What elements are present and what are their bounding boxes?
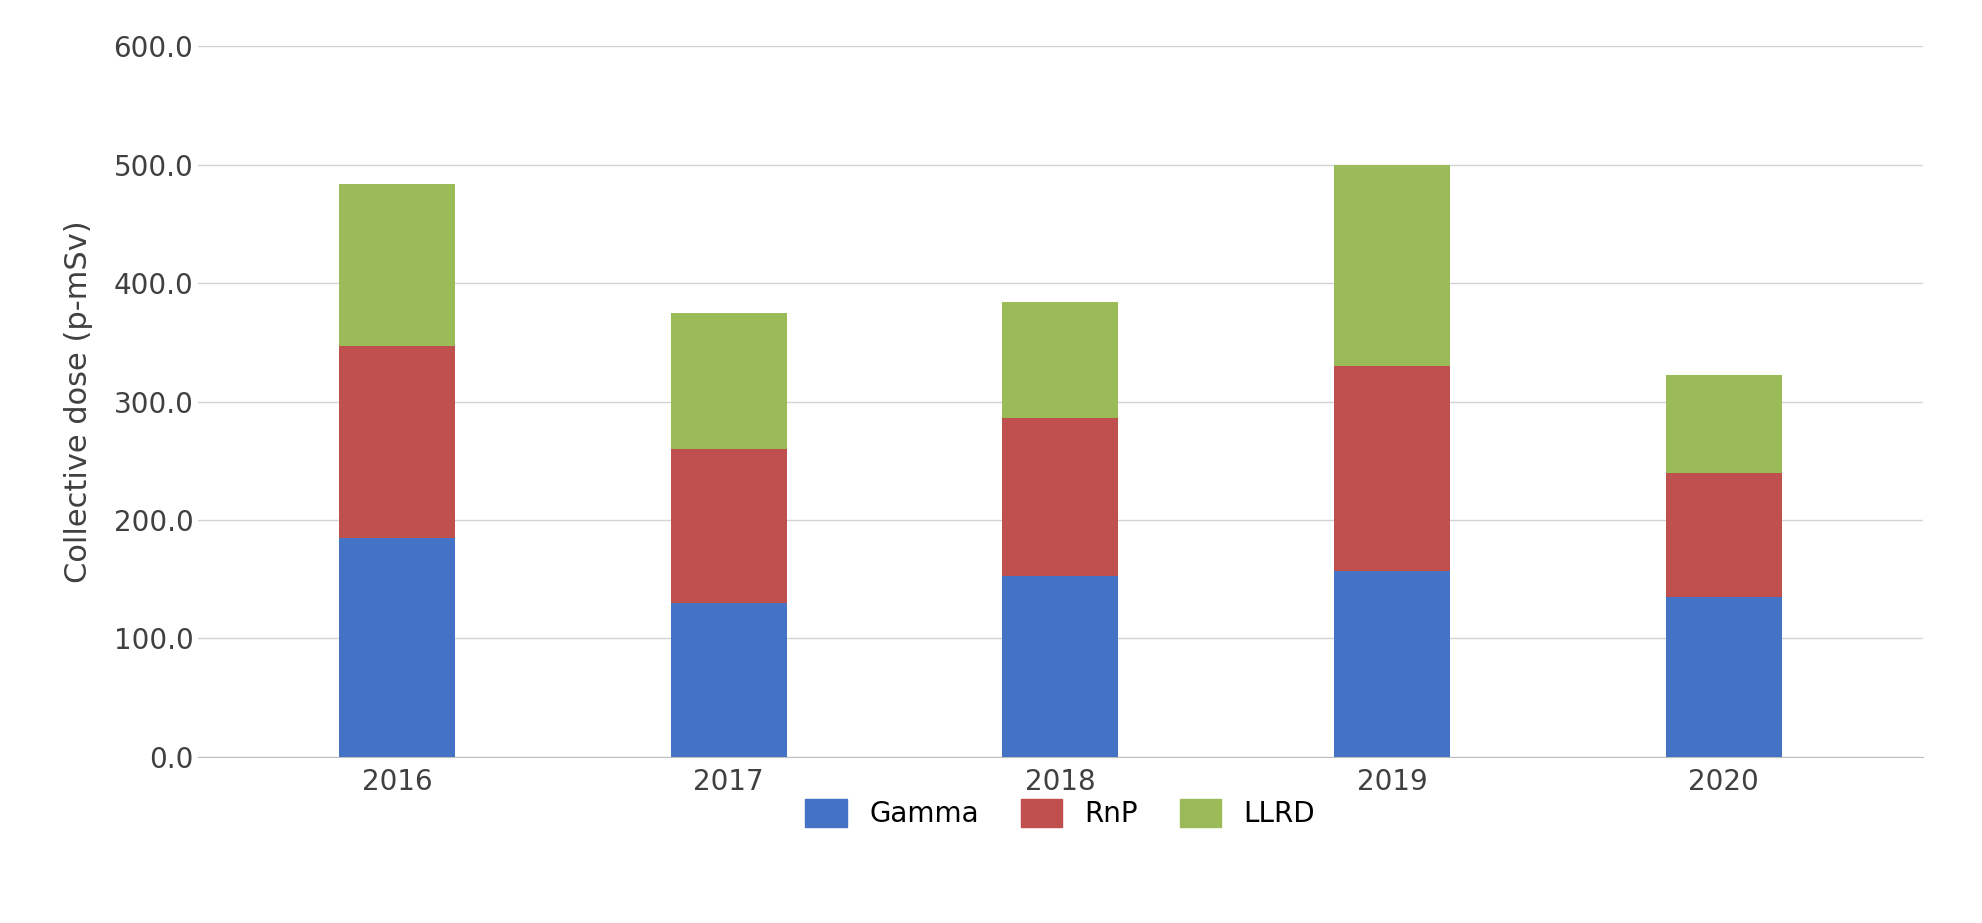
Legend: Gamma, RnP, LLRD: Gamma, RnP, LLRD bbox=[805, 798, 1316, 828]
Y-axis label: Collective dose (p-mSv): Collective dose (p-mSv) bbox=[63, 221, 93, 582]
Bar bbox=[1003, 418, 1118, 576]
Bar bbox=[1003, 302, 1118, 418]
Bar bbox=[670, 449, 787, 603]
Bar bbox=[1003, 576, 1118, 757]
Bar bbox=[1334, 366, 1451, 571]
Bar bbox=[339, 538, 456, 757]
Bar bbox=[339, 184, 456, 346]
Bar bbox=[1665, 597, 1782, 757]
Bar bbox=[1334, 164, 1451, 366]
Bar bbox=[670, 313, 787, 449]
Bar bbox=[339, 346, 456, 538]
Bar bbox=[1665, 376, 1782, 473]
Bar bbox=[1665, 473, 1782, 597]
Bar bbox=[670, 603, 787, 757]
Bar bbox=[1334, 571, 1451, 757]
